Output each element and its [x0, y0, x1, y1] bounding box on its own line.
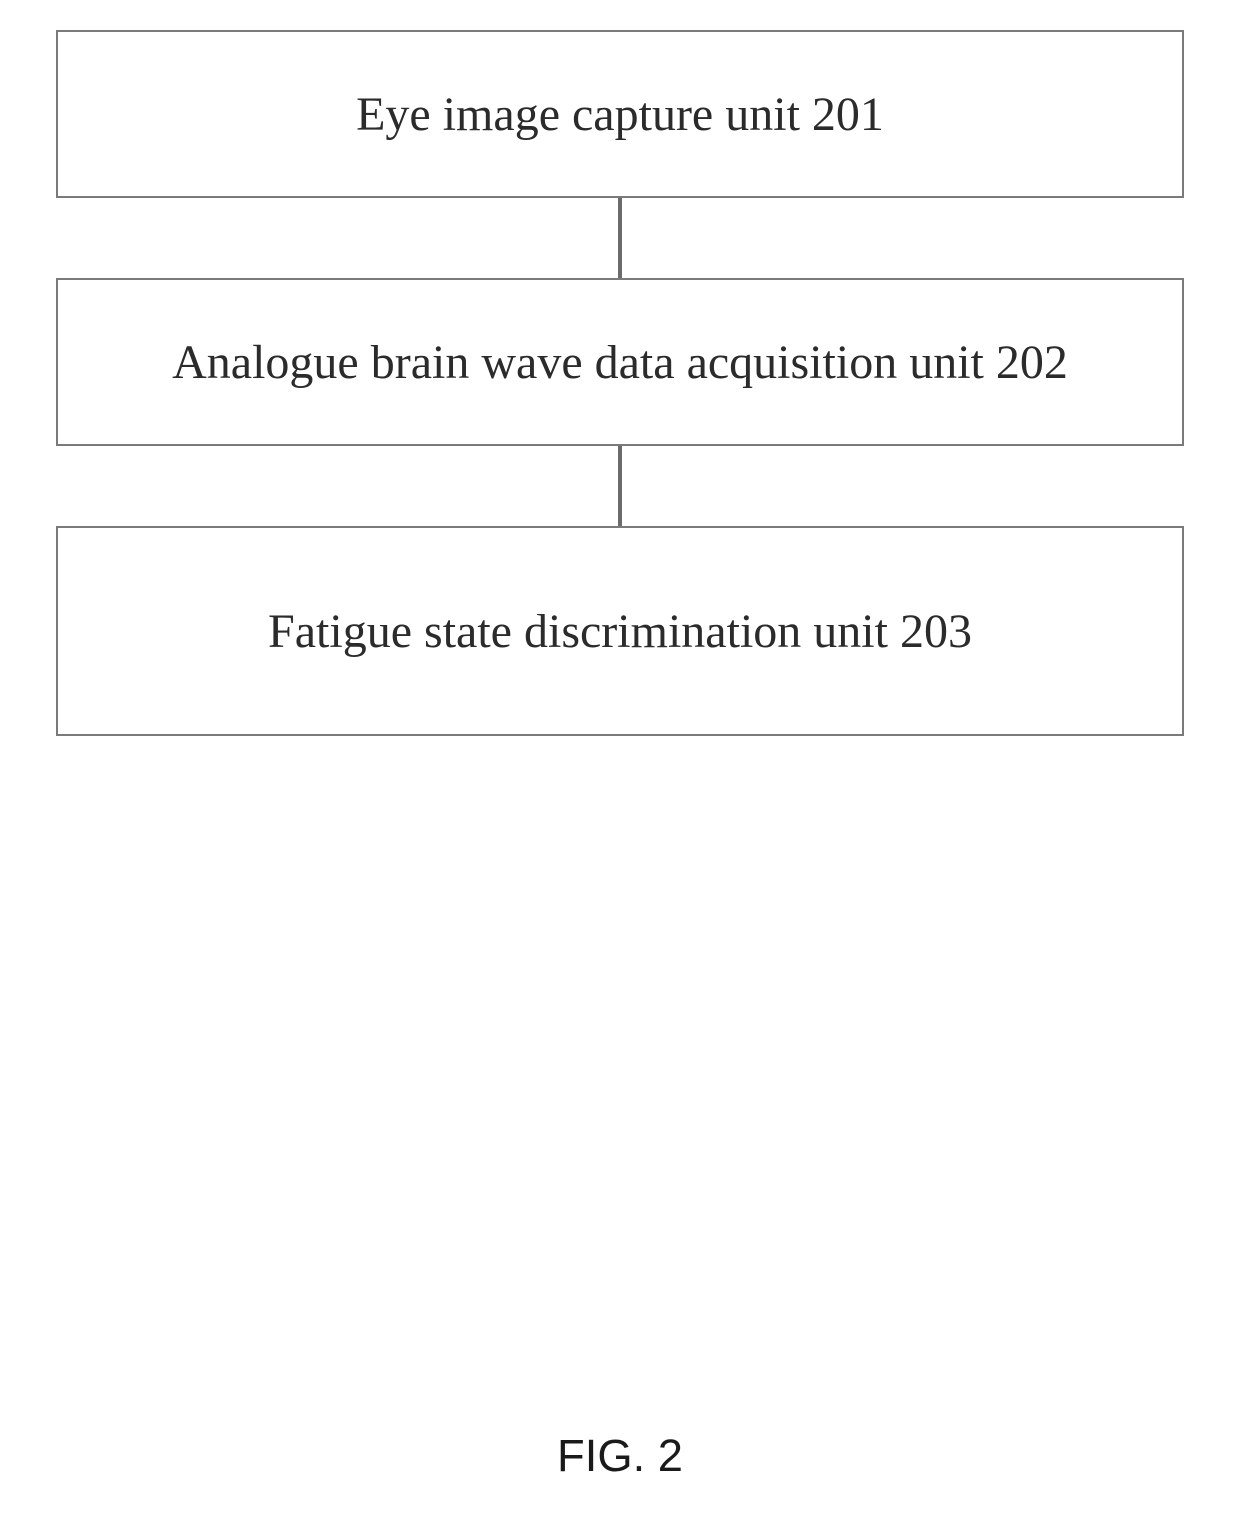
connector-n2-n3: [618, 446, 622, 526]
node-label: Analogue brain wave data acquisition uni…: [172, 335, 1068, 390]
flowchart-node-n1: Eye image capture unit 201: [56, 30, 1184, 198]
node-label: Eye image capture unit 201: [356, 87, 884, 142]
flowchart-node-n2: Analogue brain wave data acquisition uni…: [56, 278, 1184, 446]
caption-text: FIG. 2: [557, 1430, 683, 1481]
node-label: Fatigue state discrimination unit 203: [268, 604, 972, 659]
flowchart-node-n3: Fatigue state discrimination unit 203: [56, 526, 1184, 736]
flowchart-container: Eye image capture unit 201 Analogue brain…: [56, 30, 1184, 736]
connector-n1-n2: [618, 198, 622, 278]
figure-caption: FIG. 2: [557, 1430, 683, 1482]
